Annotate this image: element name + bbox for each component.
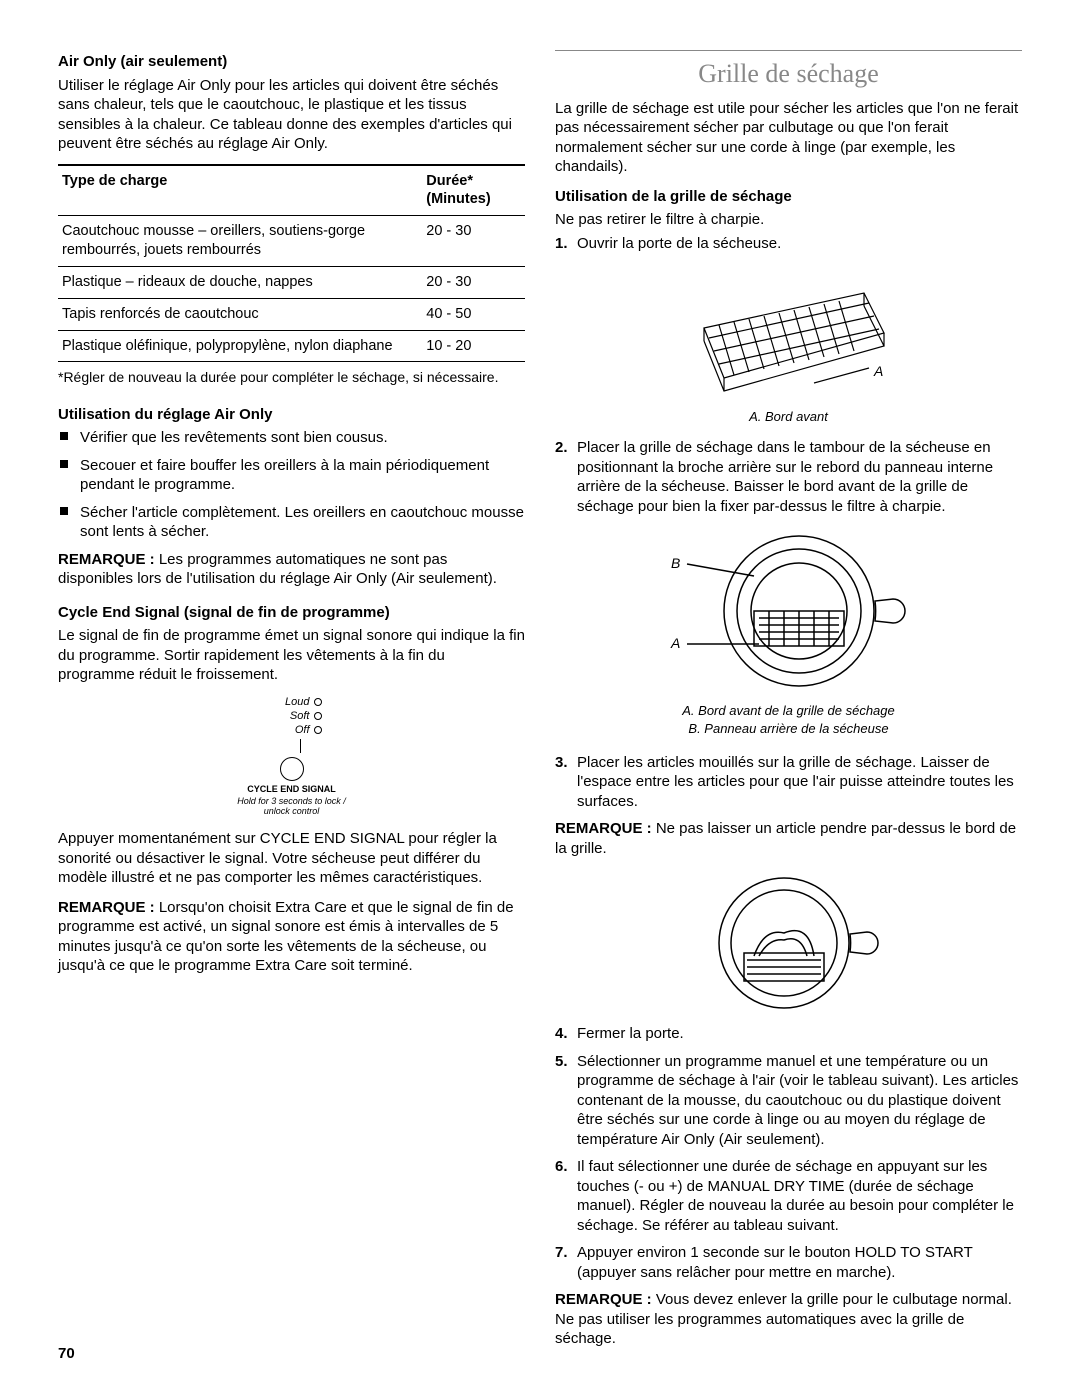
- table-footnote: *Régler de nouveau la durée pour complét…: [58, 368, 525, 386]
- svg-text:B: B: [671, 555, 680, 571]
- using-rack-intro: Ne pas retirer le filtre à charpie.: [555, 210, 1022, 230]
- using-rack-steps: Ouvrir la porte de la sécheuse.: [555, 234, 1022, 254]
- list-item: Sécher l'article complètement. Les oreil…: [80, 503, 525, 542]
- fig2-caption: A. Bord avant de la grille de séchage B.…: [555, 702, 1022, 738]
- rack-remark-1: REMARQUE : Ne pas laisser un article pen…: [555, 819, 1022, 858]
- rack-remark-2: REMARQUE : Vous devez enlever la grille …: [555, 1290, 1022, 1349]
- figure-label-a: A: [873, 363, 883, 379]
- ces-remark: REMARQUE : Lorsqu'on choisit Extra Care …: [58, 898, 525, 976]
- using-rack-heading: Utilisation de la grille de séchage: [555, 187, 1022, 207]
- list-item: Secouer et faire bouffer les oreillers à…: [80, 456, 525, 495]
- air-only-remark: REMARQUE : Les programmes automatiques n…: [58, 550, 525, 589]
- cycle-end-signal-figure: Loud Soft Off CYCLE END SIGNAL Hold for …: [232, 695, 352, 818]
- left-column: Air Only (air seulement) Utiliser le rég…: [58, 50, 525, 1359]
- right-column: Grille de séchage La grille de séchage e…: [555, 50, 1022, 1359]
- using-rack-steps-4: Fermer la porte. Sélectionner un program…: [555, 1024, 1022, 1282]
- remark-label: REMARQUE :: [58, 899, 155, 916]
- ces-heading: Cycle End Signal (signal de fin de progr…: [58, 603, 525, 623]
- rack-figure-3: [555, 868, 1022, 1018]
- page-number: 70: [58, 1344, 75, 1364]
- list-item: Placer la grille de séchage dans le tamb…: [577, 438, 1022, 516]
- remark-label: REMARQUE :: [555, 1291, 652, 1308]
- using-rack-steps-2: Placer la grille de séchage dans le tamb…: [555, 438, 1022, 516]
- remark-label: REMARQUE :: [58, 551, 155, 568]
- table-header-load: Type de charge: [58, 165, 422, 216]
- table-header-time: Durée* (Minutes): [422, 165, 525, 216]
- table-row: Plastique oléfinique, polypropylène, nyl…: [58, 330, 525, 362]
- list-item: Il faut sélectionner une durée de séchag…: [577, 1157, 1022, 1235]
- list-item: Ouvrir la porte de la sécheuse.: [577, 234, 1022, 254]
- list-item: Appuyer environ 1 seconde sur le bouton …: [577, 1243, 1022, 1282]
- using-rack-steps-3: Placer les articles mouillés sur la gril…: [555, 753, 1022, 812]
- svg-text:A: A: [670, 635, 680, 651]
- ces-intro: Le signal de fin de programme émet un si…: [58, 626, 525, 685]
- rack-figure-1: A: [555, 263, 1022, 403]
- list-item: Sélectionner un programme manuel et une …: [577, 1052, 1022, 1150]
- list-item: Fermer la porte.: [577, 1024, 1022, 1044]
- table-row: Plastique – rideaux de douche, nappes 20…: [58, 266, 525, 298]
- using-air-only-heading: Utilisation du réglage Air Only: [58, 405, 525, 425]
- list-item: Placer les articles mouillés sur la gril…: [577, 753, 1022, 812]
- table-row: Caoutchouc mousse – oreillers, soutiens-…: [58, 216, 525, 267]
- table-row: Tapis renforcés de caoutchouc 40 - 50: [58, 298, 525, 330]
- remark-label: REMARQUE :: [555, 820, 652, 837]
- list-item: Vérifier que les revêtements sont bien c…: [80, 428, 525, 448]
- air-only-heading: Air Only (air seulement): [58, 52, 525, 72]
- section-intro: La grille de séchage est utile pour séch…: [555, 99, 1022, 177]
- air-only-table: Type de charge Durée* (Minutes) Caoutcho…: [58, 164, 525, 363]
- ces-para1: Appuyer momentanément sur CYCLE END SIGN…: [58, 829, 525, 888]
- air-only-intro: Utiliser le réglage Air Only pour les ar…: [58, 76, 525, 154]
- rack-figure-2: B A: [555, 526, 1022, 696]
- using-air-only-list: Vérifier que les revêtements sont bien c…: [58, 428, 525, 542]
- fig1-caption: A. Bord avant: [555, 409, 1022, 426]
- section-title: Grille de séchage: [555, 50, 1022, 91]
